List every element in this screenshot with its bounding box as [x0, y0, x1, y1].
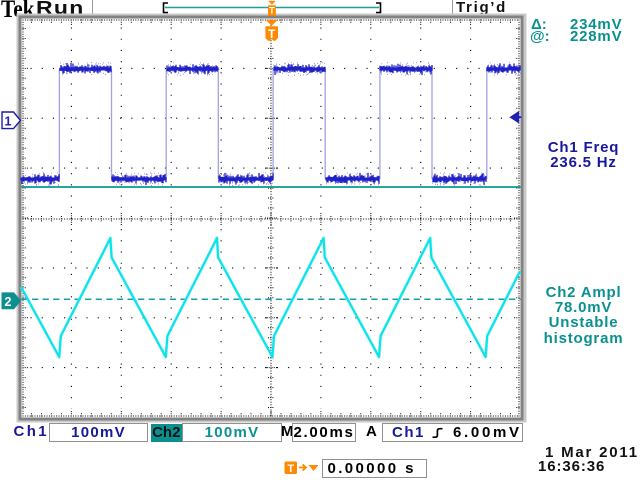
- svg-text:T: T: [287, 463, 294, 475]
- svg-text:T: T: [268, 27, 276, 41]
- svg-text:1: 1: [5, 115, 12, 129]
- svg-text:T: T: [269, 6, 275, 17]
- svg-text:2: 2: [5, 295, 12, 309]
